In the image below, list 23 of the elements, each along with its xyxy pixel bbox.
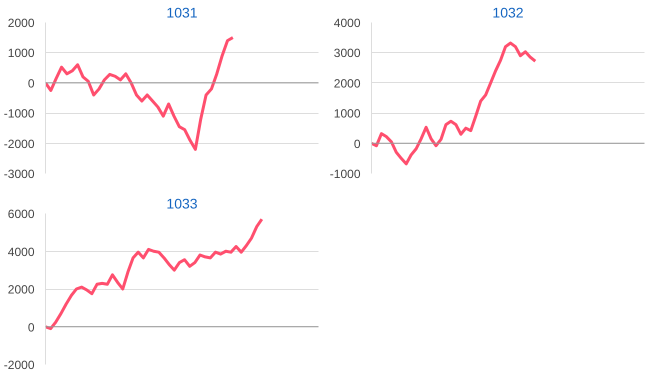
y-tick-label: 0 (28, 320, 35, 334)
y-tick-label: -3000 (4, 167, 35, 181)
chart-title: 1033 (166, 196, 198, 212)
y-tick-label: -2000 (4, 358, 35, 372)
y-tick-label: 0 (354, 136, 361, 151)
y-tick-label: 2000 (8, 16, 35, 30)
line-series (46, 36, 234, 151)
line-series (46, 218, 264, 330)
y-tick-label: 4000 (8, 244, 35, 259)
chart-title: 1031 (166, 4, 198, 20)
line-series (372, 42, 537, 166)
y-tick-label: 3000 (334, 46, 361, 60)
y-tick-label: 4000 (334, 16, 361, 30)
y-tick-label: 1000 (334, 106, 361, 121)
y-tick-label: 1000 (8, 46, 35, 60)
y-tick-label: 6000 (8, 207, 35, 221)
y-tick-label: -2000 (4, 136, 35, 151)
chart-title: 1032 (492, 4, 524, 20)
y-tick-label: -1000 (4, 106, 35, 121)
y-tick-label: 2000 (334, 76, 361, 90)
y-tick-label: 0 (28, 76, 35, 90)
y-tick-label: -1000 (330, 167, 361, 181)
y-tick-label: 2000 (8, 282, 35, 296)
